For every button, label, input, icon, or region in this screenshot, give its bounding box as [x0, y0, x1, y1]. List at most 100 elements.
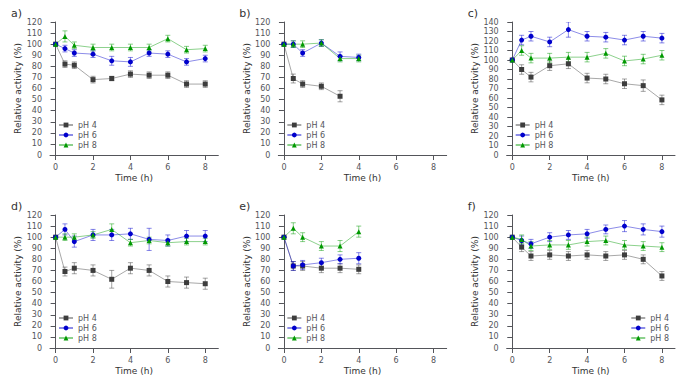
svg-text:60: 60	[32, 277, 42, 286]
svg-text:120: 120	[27, 18, 42, 27]
svg-text:c): c)	[468, 7, 478, 20]
svg-text:6: 6	[394, 356, 399, 365]
svg-text:0: 0	[281, 356, 286, 365]
svg-text:70: 70	[260, 266, 270, 275]
svg-text:70: 70	[488, 266, 498, 275]
svg-text:110: 110	[255, 222, 270, 231]
svg-text:2: 2	[547, 356, 552, 365]
svg-text:30: 30	[32, 117, 42, 126]
svg-text:8: 8	[203, 356, 208, 365]
svg-text:Time (h): Time (h)	[114, 366, 153, 376]
svg-text:40: 40	[260, 299, 270, 308]
svg-text:pH 6: pH 6	[650, 324, 669, 333]
svg-text:6: 6	[394, 163, 399, 172]
svg-text:0: 0	[53, 356, 58, 365]
svg-text:8: 8	[431, 163, 436, 172]
svg-text:0: 0	[37, 151, 42, 160]
svg-text:f): f)	[468, 200, 476, 213]
svg-text:10: 10	[260, 332, 270, 341]
svg-text:pH 8: pH 8	[306, 334, 325, 343]
svg-text:120: 120	[27, 211, 42, 220]
svg-text:60: 60	[260, 84, 270, 93]
svg-text:110: 110	[483, 222, 498, 231]
svg-text:90: 90	[260, 244, 270, 253]
svg-text:50: 50	[488, 103, 498, 112]
svg-text:30: 30	[488, 122, 498, 131]
svg-text:60: 60	[488, 277, 498, 286]
svg-text:8: 8	[659, 163, 664, 172]
svg-text:10: 10	[488, 141, 498, 150]
svg-text:80: 80	[488, 255, 498, 264]
svg-text:0: 0	[37, 344, 42, 353]
svg-text:pH 4: pH 4	[650, 314, 669, 323]
svg-text:80: 80	[32, 62, 42, 71]
svg-text:20: 20	[260, 128, 270, 137]
svg-text:80: 80	[260, 62, 270, 71]
svg-text:pH 4: pH 4	[535, 121, 554, 130]
svg-text:0: 0	[281, 163, 286, 172]
svg-text:0: 0	[265, 344, 270, 353]
svg-text:2: 2	[90, 163, 95, 172]
svg-text:40: 40	[260, 106, 270, 115]
svg-text:2: 2	[90, 356, 95, 365]
svg-text:4: 4	[128, 356, 133, 365]
svg-text:90: 90	[32, 244, 42, 253]
svg-text:4: 4	[128, 163, 133, 172]
svg-text:110: 110	[27, 222, 42, 231]
svg-text:90: 90	[488, 244, 498, 253]
svg-text:b): b)	[239, 7, 250, 20]
svg-text:80: 80	[488, 75, 498, 84]
svg-text:50: 50	[32, 95, 42, 104]
svg-text:pH 4: pH 4	[306, 314, 325, 323]
svg-text:Time (h): Time (h)	[343, 173, 382, 183]
svg-text:2: 2	[547, 163, 552, 172]
svg-text:40: 40	[488, 299, 498, 308]
svg-text:30: 30	[260, 310, 270, 319]
svg-text:4: 4	[356, 163, 361, 172]
svg-text:0: 0	[510, 356, 515, 365]
svg-text:100: 100	[27, 233, 42, 242]
svg-text:Relative activity (%): Relative activity (%)	[242, 43, 252, 134]
svg-text:8: 8	[431, 356, 436, 365]
svg-text:Time (h): Time (h)	[571, 173, 610, 183]
svg-text:Relative activity (%): Relative activity (%)	[13, 236, 23, 327]
svg-text:10: 10	[260, 139, 270, 148]
svg-text:0: 0	[494, 344, 499, 353]
svg-text:pH 6: pH 6	[78, 131, 97, 140]
svg-text:0: 0	[53, 163, 58, 172]
svg-text:pH 8: pH 8	[650, 334, 669, 343]
svg-text:4: 4	[585, 356, 590, 365]
svg-text:6: 6	[165, 163, 170, 172]
svg-text:30: 30	[32, 310, 42, 319]
svg-text:70: 70	[32, 266, 42, 275]
svg-text:50: 50	[488, 288, 498, 297]
svg-text:2: 2	[319, 356, 324, 365]
svg-text:20: 20	[488, 321, 498, 330]
svg-text:90: 90	[260, 51, 270, 60]
svg-text:Time (h): Time (h)	[571, 366, 610, 376]
svg-text:a): a)	[11, 7, 22, 20]
svg-text:8: 8	[659, 356, 664, 365]
svg-text:120: 120	[483, 211, 498, 220]
svg-text:20: 20	[488, 132, 498, 141]
svg-text:100: 100	[483, 56, 498, 65]
svg-text:10: 10	[32, 332, 42, 341]
svg-text:60: 60	[488, 94, 498, 103]
svg-text:d): d)	[11, 200, 22, 213]
svg-text:40: 40	[32, 106, 42, 115]
svg-text:70: 70	[260, 73, 270, 82]
svg-text:110: 110	[255, 29, 270, 38]
svg-text:20: 20	[32, 321, 42, 330]
svg-text:6: 6	[622, 356, 627, 365]
svg-text:0: 0	[494, 151, 499, 160]
svg-text:Time (h): Time (h)	[343, 366, 382, 376]
svg-text:50: 50	[260, 95, 270, 104]
svg-text:60: 60	[32, 84, 42, 93]
svg-text:10: 10	[488, 332, 498, 341]
svg-text:pH 8: pH 8	[535, 141, 554, 150]
svg-text:50: 50	[32, 288, 42, 297]
svg-text:pH 4: pH 4	[78, 314, 97, 323]
svg-text:120: 120	[255, 18, 270, 27]
svg-text:Relative activity (%): Relative activity (%)	[470, 236, 480, 327]
svg-text:60: 60	[260, 277, 270, 286]
